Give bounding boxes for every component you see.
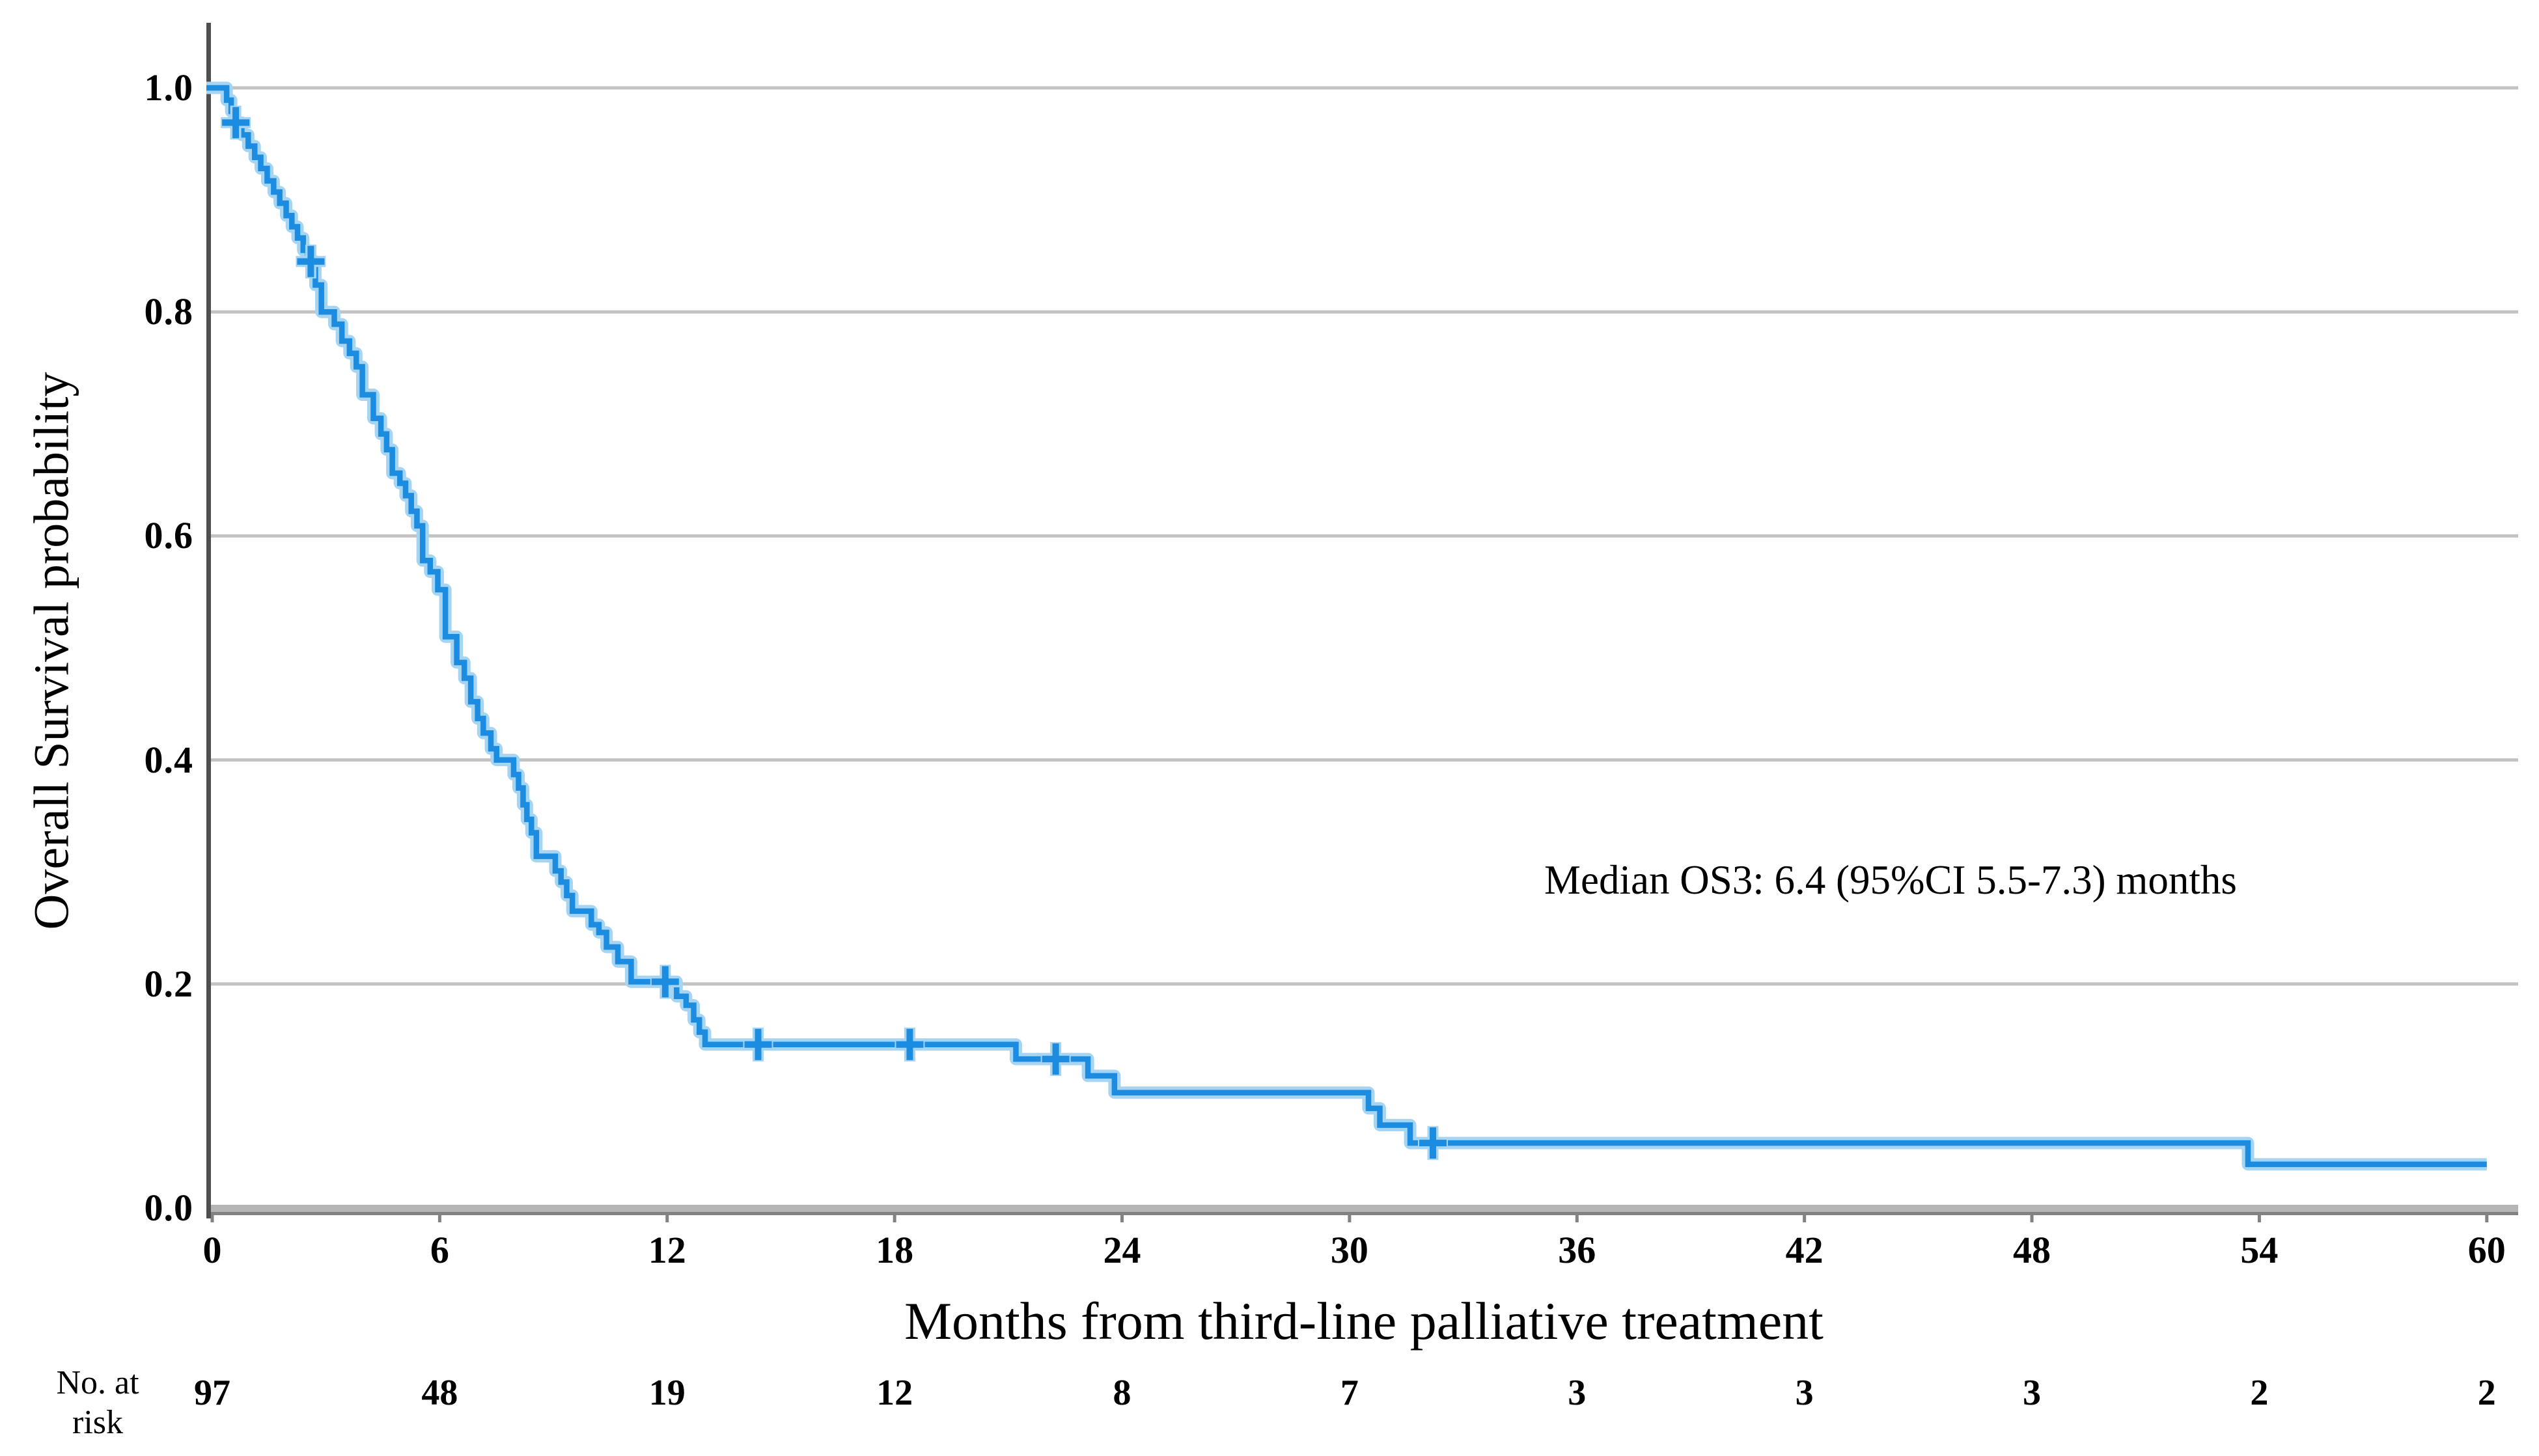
x-tick-label: 24 [1103, 1229, 1141, 1271]
risk-table-label-line2: risk [72, 1404, 123, 1442]
y-tick-label: 0.8 [144, 290, 193, 333]
y-axis-title: Overall Survival probability [24, 372, 79, 930]
y-tick-label: 0.2 [144, 962, 193, 1005]
risk-value: 3 [2023, 1373, 2042, 1413]
y-tick-label: 1.0 [144, 66, 193, 109]
risk-value: 12 [876, 1373, 913, 1413]
y-axis-spine [206, 23, 211, 1218]
x-tick-label: 42 [1785, 1229, 1824, 1271]
risk-value: 2 [2250, 1373, 2269, 1413]
y-tick-label: 0.0 [144, 1187, 193, 1229]
x-tick-label: 54 [2240, 1229, 2279, 1271]
risk-value: 97 [194, 1373, 230, 1413]
x-tick-label: 60 [2467, 1229, 2506, 1271]
x-tick-label: 30 [1330, 1229, 1368, 1271]
x-axis-line-edge [207, 1212, 2518, 1215]
x-tick-label: 0 [202, 1229, 222, 1271]
risk-table-label-line1: No. at [56, 1364, 139, 1401]
x-tick-label: 18 [876, 1229, 914, 1271]
risk-value: 3 [1795, 1373, 1814, 1413]
risk-table-label: No. at risk [20, 1363, 176, 1443]
survival-curve [206, 85, 2487, 1168]
survival-curve-halo [206, 81, 2487, 1171]
x-tick-label: 12 [648, 1229, 686, 1271]
risk-value: 19 [648, 1373, 686, 1413]
y-tick-label: 0.4 [144, 738, 193, 781]
risk-value: 3 [1568, 1373, 1587, 1413]
y-tick-label: 0.6 [144, 514, 193, 557]
risk-value: 7 [1340, 1373, 1359, 1413]
risk-value: 2 [2477, 1373, 2496, 1413]
x-axis-title: Months from third-line palliative treatm… [904, 1291, 1824, 1351]
median-os-annotation: Median OS3: 6.4 (95%CI 5.5-7.3) months [1544, 857, 2237, 903]
risk-value: 48 [421, 1373, 458, 1413]
risk-value: 8 [1113, 1373, 1131, 1413]
x-axis-line [207, 1205, 2518, 1212]
x-tick-label: 36 [1558, 1229, 1596, 1271]
x-tick-label: 6 [430, 1229, 449, 1271]
x-tick-label: 48 [2013, 1229, 2051, 1271]
